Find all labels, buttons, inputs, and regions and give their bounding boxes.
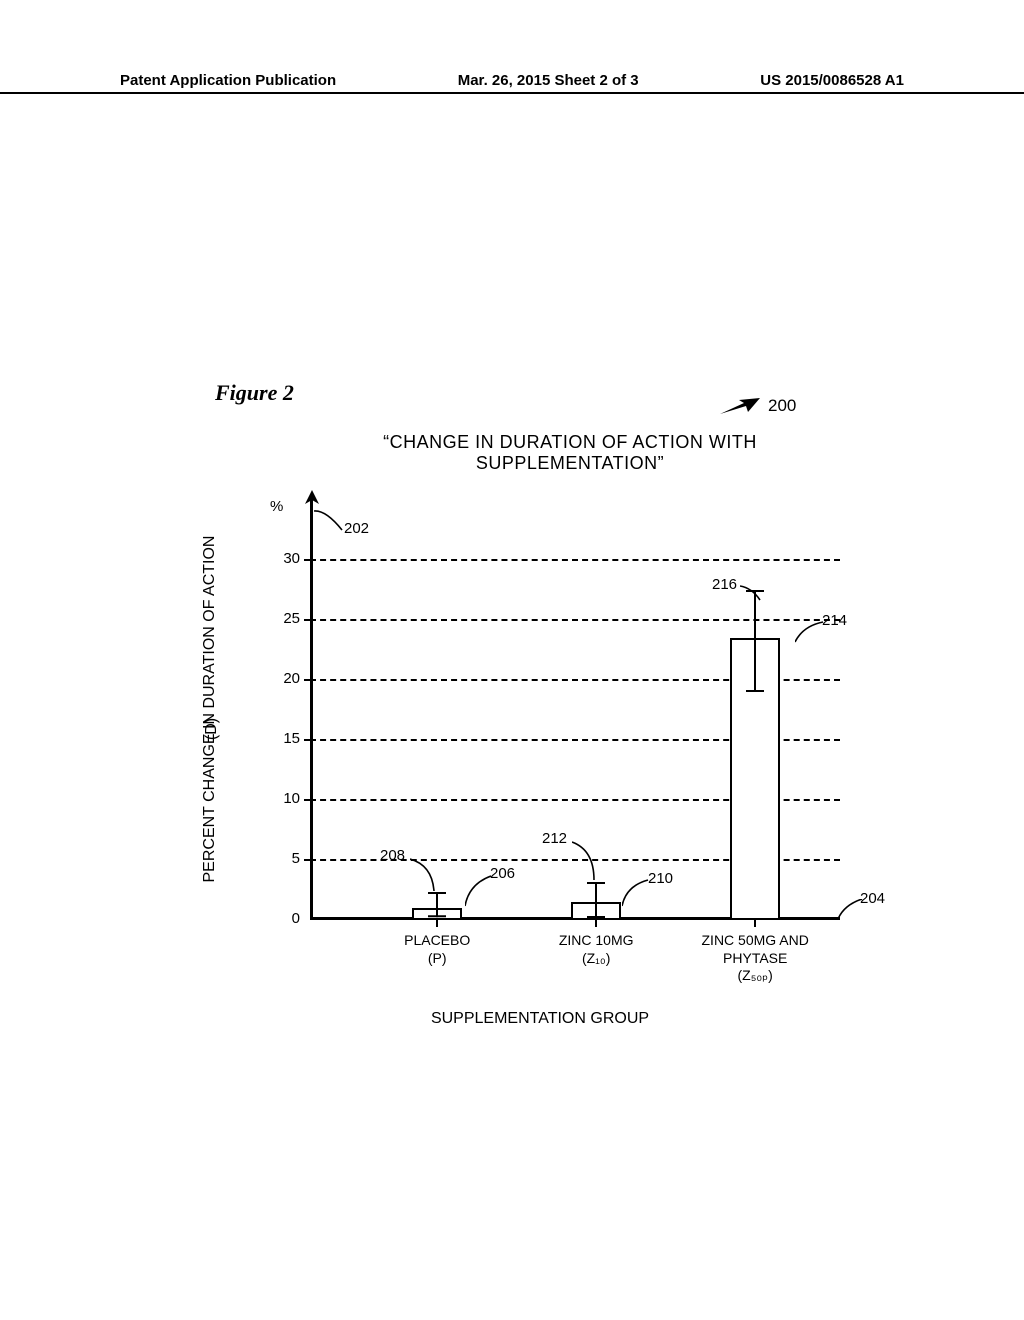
y-tick: [304, 859, 310, 861]
callout-214: 214: [822, 612, 847, 629]
y-tick-label: 5: [270, 850, 300, 867]
x-tick: [595, 920, 597, 927]
chart-title-line2: SUPPLEMENTATION”: [476, 453, 664, 473]
error-bar: [743, 590, 767, 692]
y-tick-label: 30: [270, 550, 300, 567]
gridline: [310, 559, 840, 561]
page-header: Patent Application Publication Mar. 26, …: [0, 72, 1024, 89]
x-axis-label: SUPPLEMENTATION GROUP: [380, 1010, 700, 1028]
y-tick-label: 20: [270, 670, 300, 687]
leader-icon: [795, 620, 825, 644]
leader-icon: [410, 855, 440, 893]
callout-202: 202: [344, 520, 369, 537]
y-tick-label: 10: [270, 790, 300, 807]
header-right: US 2015/0086528 A1: [760, 72, 904, 89]
x-tick-label: ZINC 50MG ANDPHYTASE(Z₅₀ₚ): [685, 932, 825, 985]
y-tick: [304, 619, 310, 621]
y-tick: [304, 559, 310, 561]
figure-label: Figure 2: [215, 380, 294, 406]
y-axis-label-line2: (D): [203, 718, 220, 740]
y-tick: [304, 739, 310, 741]
callout-212: 212: [542, 830, 567, 847]
y-tick: [304, 799, 310, 801]
leader-icon: [465, 874, 495, 908]
chart-title-line1: “CHANGE IN DURATION OF ACTION WITH: [383, 432, 757, 452]
error-bar: [425, 892, 449, 917]
leader-icon: [740, 584, 762, 602]
y-unit-label: %: [270, 498, 283, 515]
header-divider: [0, 92, 1024, 94]
header-left: Patent Application Publication: [120, 72, 336, 89]
arrowhead-icon: [305, 490, 319, 504]
leader-icon: [838, 899, 864, 921]
chart-title: “CHANGE IN DURATION OF ACTION WITH SUPPL…: [360, 432, 780, 474]
y-axis-label-sub: (D): [203, 629, 221, 829]
callout-200: 200: [768, 396, 796, 416]
x-tick-label: PLACEBO(P): [367, 932, 507, 967]
x-tick: [436, 920, 438, 927]
y-tick-label: 15: [270, 730, 300, 747]
comet-icon: [720, 398, 760, 416]
y-axis-line: [310, 500, 313, 920]
leader-icon: [572, 840, 602, 882]
x-tick: [754, 920, 756, 927]
leader-icon: [622, 878, 652, 908]
callout-216: 216: [712, 576, 737, 593]
y-tick: [304, 679, 310, 681]
x-tick-label: ZINC 10MG(Z₁₀): [526, 932, 666, 967]
y-tick-label: 0: [270, 910, 300, 927]
page: Patent Application Publication Mar. 26, …: [0, 0, 1024, 1320]
y-tick-label: 25: [270, 610, 300, 627]
error-bar: [584, 882, 608, 918]
callout-208: 208: [380, 847, 405, 864]
header-center: Mar. 26, 2015 Sheet 2 of 3: [458, 72, 639, 89]
